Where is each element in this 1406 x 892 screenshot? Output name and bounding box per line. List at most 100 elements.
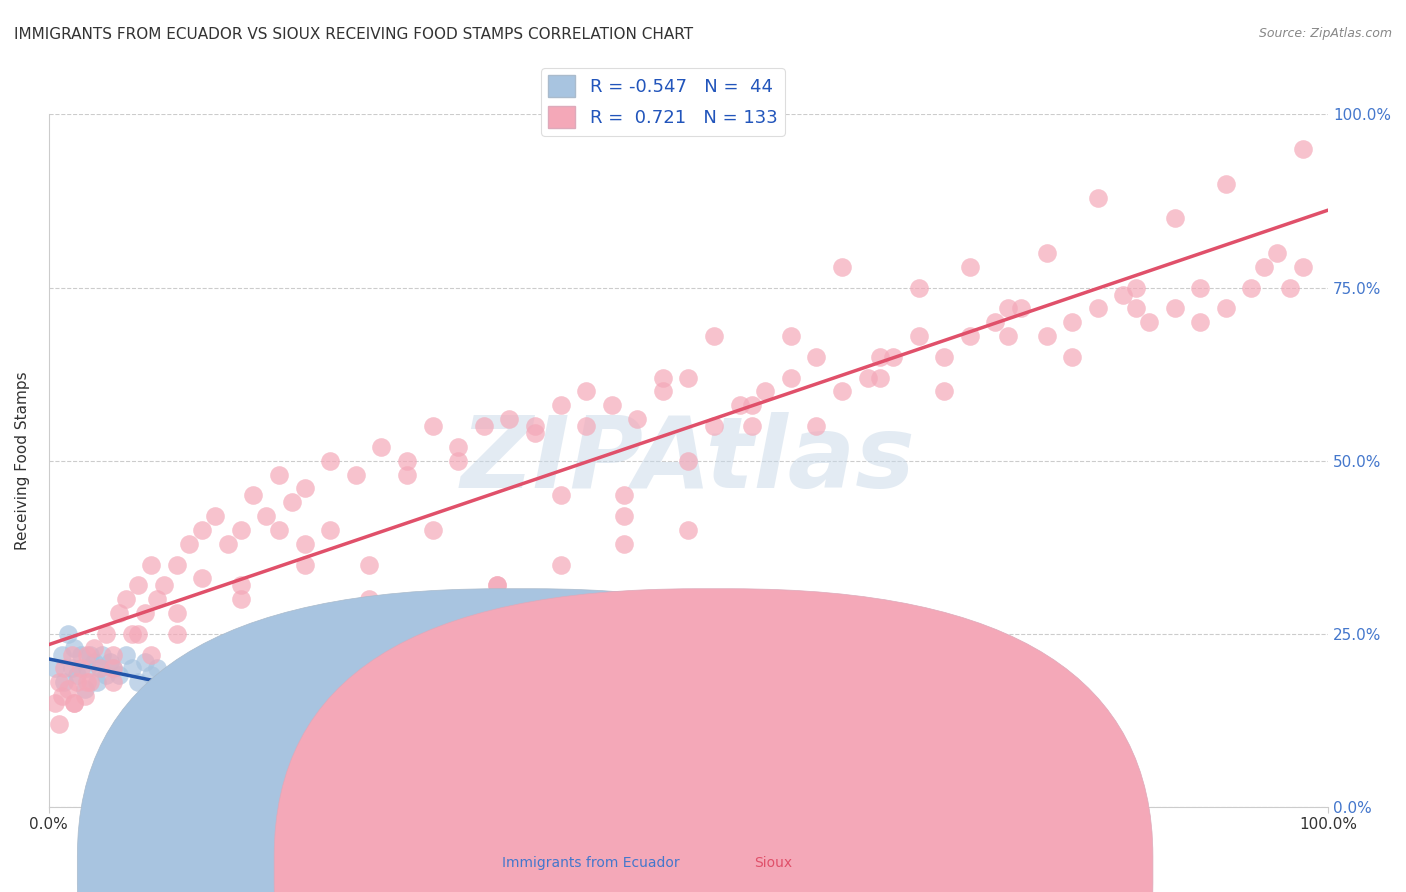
- Point: [229, 523, 252, 537]
- Point: [831, 384, 853, 399]
- Point: [63, 696, 86, 710]
- Point: [806, 419, 828, 434]
- Point: [191, 571, 214, 585]
- Text: Source: ZipAtlas.com: Source: ZipAtlas.com: [1258, 27, 1392, 40]
- Point: [294, 558, 316, 572]
- Point: [779, 370, 801, 384]
- Point: [997, 301, 1019, 316]
- Point: [934, 350, 956, 364]
- Point: [1125, 301, 1147, 316]
- Point: [44, 661, 66, 675]
- Point: [53, 675, 76, 690]
- Point: [76, 648, 98, 662]
- Point: [89, 661, 111, 675]
- Point: [485, 578, 508, 592]
- Point: [242, 710, 264, 724]
- Point: [127, 675, 149, 690]
- Point: [651, 370, 673, 384]
- Text: IMMIGRANTS FROM ECUADOR VS SIOUX RECEIVING FOOD STAMPS CORRELATION CHART: IMMIGRANTS FROM ECUADOR VS SIOUX RECEIVI…: [14, 27, 693, 42]
- Point: [146, 592, 169, 607]
- Point: [703, 419, 725, 434]
- Point: [357, 592, 380, 607]
- Point: [53, 661, 76, 675]
- Point: [754, 384, 776, 399]
- Point: [254, 703, 277, 717]
- Point: [678, 370, 700, 384]
- Point: [869, 350, 891, 364]
- Point: [1215, 301, 1237, 316]
- Point: [357, 558, 380, 572]
- Point: [60, 661, 83, 675]
- Point: [1240, 280, 1263, 294]
- Point: [267, 523, 290, 537]
- Point: [550, 488, 572, 502]
- Point: [108, 606, 131, 620]
- Point: [267, 710, 290, 724]
- Point: [166, 558, 188, 572]
- Point: [1163, 211, 1185, 226]
- Point: [344, 467, 367, 482]
- Point: [254, 509, 277, 524]
- Point: [153, 675, 176, 690]
- Point: [319, 717, 342, 731]
- Point: [1291, 142, 1313, 156]
- Point: [121, 661, 143, 675]
- Point: [728, 398, 751, 412]
- Point: [294, 482, 316, 496]
- Text: Immigrants from Ecuador: Immigrants from Ecuador: [502, 855, 679, 870]
- Point: [1062, 350, 1084, 364]
- Point: [882, 350, 904, 364]
- Point: [1137, 315, 1160, 329]
- Point: [179, 537, 201, 551]
- Point: [86, 675, 108, 690]
- Point: [217, 703, 239, 717]
- Point: [294, 537, 316, 551]
- Point: [281, 495, 304, 509]
- Point: [1278, 280, 1301, 294]
- Point: [422, 606, 444, 620]
- Point: [108, 668, 131, 682]
- Point: [703, 329, 725, 343]
- Point: [139, 648, 162, 662]
- Point: [959, 329, 981, 343]
- Point: [134, 606, 156, 620]
- Point: [959, 260, 981, 274]
- Point: [48, 675, 70, 690]
- Point: [779, 329, 801, 343]
- Point: [447, 453, 470, 467]
- Point: [83, 640, 105, 655]
- Point: [357, 723, 380, 738]
- Point: [472, 419, 495, 434]
- Point: [395, 731, 418, 745]
- Point: [806, 350, 828, 364]
- Point: [79, 648, 101, 662]
- Point: [1215, 177, 1237, 191]
- Point: [1062, 315, 1084, 329]
- Point: [101, 648, 124, 662]
- Point: [229, 696, 252, 710]
- Point: [56, 627, 79, 641]
- Point: [422, 738, 444, 752]
- Point: [267, 467, 290, 482]
- Point: [395, 467, 418, 482]
- Point: [179, 689, 201, 703]
- Point: [51, 648, 73, 662]
- Point: [101, 661, 124, 675]
- Point: [83, 655, 105, 669]
- Point: [1035, 246, 1057, 260]
- Point: [48, 717, 70, 731]
- Point: [550, 558, 572, 572]
- Point: [523, 419, 546, 434]
- Point: [600, 398, 623, 412]
- Point: [1112, 287, 1135, 301]
- Point: [741, 398, 763, 412]
- Point: [217, 537, 239, 551]
- Point: [1010, 301, 1032, 316]
- Point: [66, 668, 89, 682]
- Point: [51, 689, 73, 703]
- Point: [319, 523, 342, 537]
- Point: [1265, 246, 1288, 260]
- Point: [856, 370, 879, 384]
- Point: [498, 412, 520, 426]
- Point: [127, 578, 149, 592]
